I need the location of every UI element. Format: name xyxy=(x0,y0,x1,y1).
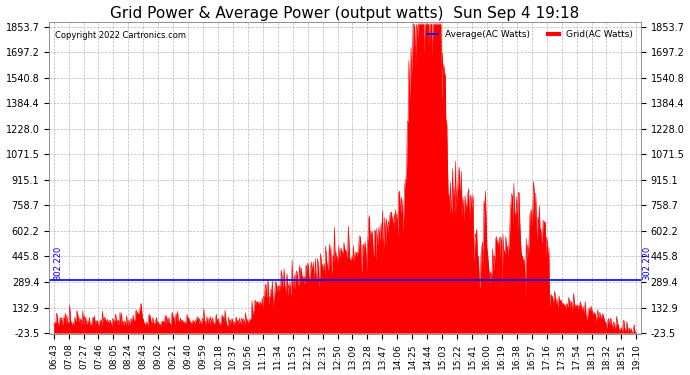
Text: Copyright 2022 Cartronics.com: Copyright 2022 Cartronics.com xyxy=(55,31,186,40)
Text: 302.220: 302.220 xyxy=(54,246,63,280)
Text: 302.220: 302.220 xyxy=(642,246,651,280)
Legend: Average(AC Watts), Grid(AC Watts): Average(AC Watts), Grid(AC Watts) xyxy=(423,26,636,42)
Title: Grid Power & Average Power (output watts)  Sun Sep 4 19:18: Grid Power & Average Power (output watts… xyxy=(110,6,580,21)
